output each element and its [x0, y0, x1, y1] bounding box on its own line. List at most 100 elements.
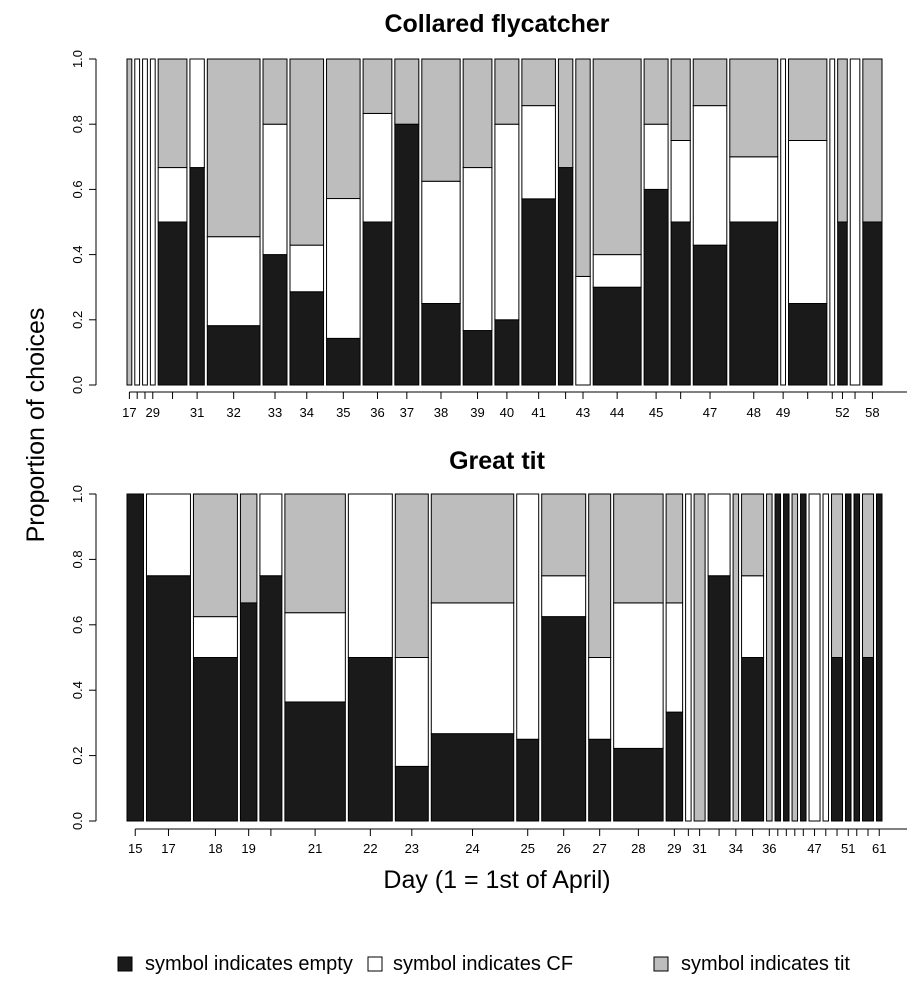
bar-collared-flycatcher-18: [592, 58, 642, 386]
bar-segment-tit: [613, 493, 664, 604]
bar-segment-tit: [557, 58, 574, 169]
x-tick-label: 45: [649, 405, 663, 420]
bar-segment-empty: [394, 765, 429, 822]
y-tick-label: 0.8: [70, 115, 85, 133]
bar-segment-empty: [541, 616, 587, 822]
bar-great-tit-28: [853, 493, 861, 822]
bar-segment-cf: [462, 167, 493, 332]
bar-segment-empty: [831, 657, 844, 822]
bar-segment-tit: [462, 58, 493, 169]
bar-segment-tit: [157, 58, 188, 169]
y-tick-label: 1.0: [70, 50, 85, 68]
x-tick-label: 34: [729, 841, 743, 856]
bar-segment-tit: [394, 493, 429, 658]
x-tick-label: 44: [610, 405, 624, 420]
bar-segment-empty: [145, 575, 191, 822]
bar-collared-flycatcher-14: [494, 58, 520, 386]
x-tick-label: 36: [370, 405, 384, 420]
bar-segment-cf: [262, 123, 288, 256]
bar-collared-flycatcher-0: [126, 58, 133, 386]
x-tick-label: 40: [500, 405, 514, 420]
bar-segment-cf: [665, 602, 684, 713]
bar-segment-empty: [326, 337, 361, 386]
y-tick-label: 0.0: [70, 812, 85, 830]
bar-segment-cf: [741, 575, 765, 658]
bar-great-tit-14: [685, 493, 692, 822]
bar-segment-cf: [347, 493, 393, 658]
bar-collared-flycatcher-26: [837, 58, 848, 386]
x-tick-label: 24: [465, 841, 479, 856]
bar-great-tit-7: [394, 493, 429, 822]
bar-segment-cf: [326, 198, 361, 339]
bar-segment-tit: [421, 58, 461, 182]
bar-segment-tit: [670, 58, 691, 141]
bar-great-tit-10: [541, 493, 587, 822]
bar-segment-cf: [494, 123, 520, 321]
bar-collared-flycatcher-3: [149, 58, 156, 386]
bar-segment-empty: [783, 493, 790, 822]
bar-segment-cf: [289, 244, 325, 293]
bar-segment-tit: [729, 58, 779, 158]
x-tick-label: 49: [776, 405, 790, 420]
y-tick-label: 0.6: [70, 616, 85, 634]
bar-segment-tit: [788, 58, 828, 141]
bar-segment-cf: [157, 167, 188, 223]
bar-segment-cf: [788, 140, 828, 304]
x-tick-label: 61: [872, 841, 886, 856]
bar-segment-tit: [362, 58, 393, 114]
bar-segment-empty: [421, 303, 461, 386]
bar-segment-empty: [347, 657, 393, 822]
bar-segment-tit: [394, 58, 420, 125]
bar-segment-cf: [692, 105, 728, 246]
bar-great-tit-8: [430, 493, 515, 822]
bar-segment-tit: [693, 493, 706, 822]
bar-collared-flycatcher-7: [262, 58, 288, 386]
bar-segment-empty: [800, 493, 807, 822]
x-tick-label: 26: [556, 841, 570, 856]
bar-segment-tit: [262, 58, 288, 125]
bar-segment-empty: [557, 167, 574, 386]
x-tick-label: 31: [692, 841, 706, 856]
bar-segment-tit: [239, 493, 258, 604]
bar-great-tit-29: [862, 493, 875, 822]
bar-segment-cf: [613, 602, 664, 749]
bar-segment-tit: [575, 58, 591, 277]
bar-great-tit-21: [783, 493, 790, 822]
y-tick-label: 0.2: [70, 747, 85, 765]
bar-segment-tit: [284, 493, 346, 614]
x-tick-label: 19: [241, 841, 255, 856]
bar-collared-flycatcher-6: [206, 58, 261, 386]
bar-segment-tit: [862, 493, 875, 658]
bar-segment-empty: [262, 254, 288, 386]
y-tick-label: 0.8: [70, 550, 85, 568]
bar-collared-flycatcher-5: [189, 58, 205, 386]
bar-collared-flycatcher-2: [142, 58, 148, 386]
bar-collared-flycatcher-10: [362, 58, 393, 386]
bar-segment-empty: [707, 575, 731, 822]
bar-segment-cf: [284, 612, 346, 703]
bar-segment-cf: [588, 657, 612, 740]
bar-segment-tit: [791, 493, 799, 822]
bar-segment-cf: [430, 602, 515, 735]
x-tick-label: 43: [576, 405, 590, 420]
bar-segment-empty: [862, 221, 883, 386]
bar-segment-tit: [521, 58, 556, 107]
bar-segment-cf: [521, 105, 556, 200]
bar-segment-empty: [741, 657, 765, 822]
x-tick-label: 58: [865, 405, 879, 420]
x-tick-label: 38: [434, 405, 448, 420]
y-tick-label: 0.2: [70, 311, 85, 329]
bar-segment-cf: [829, 58, 836, 386]
bar-segment-tit: [192, 493, 238, 618]
x-axis-title: Day (1 = 1st of April): [383, 866, 610, 894]
x-tick-label: 15: [128, 841, 142, 856]
y-tick-label: 0.6: [70, 180, 85, 198]
bar-collared-flycatcher-20: [670, 58, 691, 386]
x-tick-label: 28: [631, 841, 645, 856]
chart-title-collared-flycatcher: Collared flycatcher: [384, 10, 609, 38]
bar-segment-cf: [259, 493, 283, 577]
bar-segment-empty: [845, 493, 852, 822]
x-tick-label: 23: [405, 841, 419, 856]
x-tick-label: 47: [703, 405, 717, 420]
